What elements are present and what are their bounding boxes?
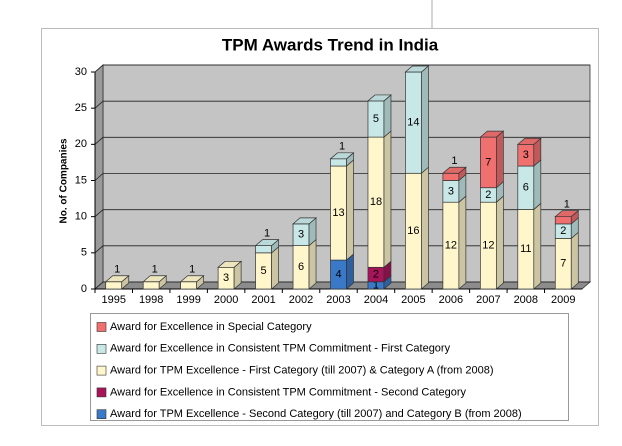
data-label: 1 — [114, 264, 120, 276]
bar-top — [179, 275, 205, 283]
bar-top — [554, 210, 580, 218]
bar-side — [271, 246, 279, 290]
data-label: 3 — [298, 229, 304, 241]
bar-side — [458, 195, 467, 290]
bar-side — [346, 159, 354, 261]
legend-label: Award for TPM Excellence - Second Catego… — [110, 408, 522, 420]
data-label: 1 — [264, 228, 270, 240]
data-label: 12 — [445, 240, 457, 252]
y-tick-label: 20 — [75, 138, 87, 150]
x-tick-label: 2000 — [214, 294, 238, 306]
data-label: 3 — [523, 149, 529, 161]
data-label: 6 — [298, 261, 304, 273]
data-label: 18 — [370, 196, 382, 208]
legend-swatch — [96, 343, 107, 354]
data-label: 3 — [448, 185, 454, 197]
bar-side — [308, 238, 317, 290]
bar-top — [441, 166, 467, 174]
data-label: 1 — [564, 199, 570, 211]
bar-segment — [255, 245, 272, 254]
bar-segment — [180, 281, 198, 290]
legend-swatch — [96, 387, 107, 398]
legend-box — [90, 313, 569, 421]
bar-side — [570, 231, 579, 290]
bar-top — [479, 130, 505, 138]
bar-side — [533, 159, 542, 211]
x-tick-label: 2001 — [251, 294, 275, 306]
data-label: 2 — [560, 225, 566, 237]
bar-segment — [442, 172, 460, 181]
x-tick-label: 2009 — [551, 294, 575, 306]
data-label: 2 — [373, 268, 379, 280]
y-tick-label: 0 — [81, 283, 87, 295]
legend-swatch — [96, 365, 107, 376]
data-label: 1 — [373, 279, 379, 291]
legend-label: Award for Excellence in Consistent TPM C… — [110, 386, 467, 398]
bar-top — [254, 239, 280, 246]
legend-label: Award for Excellence in Consistent TPM C… — [110, 343, 451, 355]
legend-swatch — [96, 322, 107, 332]
data-label: 16 — [407, 225, 419, 237]
bar-segment — [554, 216, 572, 225]
data-label: 1 — [451, 155, 457, 167]
bar-side — [383, 130, 392, 269]
legend-swatch — [96, 409, 107, 420]
bar-top — [404, 65, 430, 73]
bar-top — [516, 137, 542, 145]
bar-segment — [330, 158, 347, 167]
data-label: 2 — [485, 189, 491, 201]
data-label: 1 — [189, 264, 195, 276]
x-tick-label: 2008 — [514, 294, 538, 306]
bar-side — [495, 195, 504, 290]
y-axis-title: No. of Companies — [59, 138, 70, 223]
y-tick-label: 5 — [81, 247, 87, 259]
x-tick-label: 2003 — [326, 294, 350, 306]
data-label: 6 — [523, 182, 529, 194]
bar-side — [421, 166, 429, 290]
legend-label: Award for TPM Excellence - First Categor… — [110, 365, 494, 377]
bar-side — [495, 130, 504, 189]
bar-top — [329, 152, 355, 160]
x-tick-label: 2004 — [364, 294, 388, 306]
data-label: 5 — [373, 113, 379, 125]
bar-top — [142, 275, 168, 283]
y-tick-label: 25 — [75, 102, 87, 114]
bar-top — [104, 275, 130, 283]
data-label: 14 — [407, 117, 419, 129]
x-tick-label: 2007 — [476, 294, 500, 306]
x-tick-label: 1995 — [101, 294, 125, 306]
bar-segment — [142, 281, 160, 290]
data-label: 13 — [332, 207, 344, 219]
bar-top — [292, 217, 317, 225]
x-tick-label: 2002 — [289, 294, 313, 306]
bar-top — [217, 260, 243, 268]
grid-line — [94, 64, 590, 73]
bar-side — [421, 65, 429, 175]
bar-side — [383, 94, 392, 138]
data-label: 5 — [261, 265, 267, 277]
bar-segment — [105, 281, 123, 290]
legend-label: Award for Excellence in Special Category — [110, 321, 312, 333]
data-label: 1 — [339, 141, 345, 153]
y-tick-label: 10 — [75, 211, 87, 223]
y-tick-label: 15 — [75, 174, 87, 186]
data-label: 7 — [485, 156, 491, 168]
data-label: 11 — [520, 243, 531, 255]
data-label: 4 — [335, 268, 341, 280]
data-label: 7 — [560, 258, 566, 270]
bar-side — [533, 202, 542, 290]
bar-top — [367, 94, 392, 102]
chart-title: TPM Awards Trend in India — [222, 35, 439, 54]
data-label: 1 — [152, 264, 158, 276]
data-label: 12 — [482, 240, 494, 252]
x-tick-label: 2005 — [401, 294, 425, 306]
x-tick-label: 1998 — [139, 294, 163, 306]
y-tick-label: 30 — [75, 66, 87, 78]
x-tick-label: 1999 — [176, 294, 200, 306]
data-label: 3 — [223, 272, 229, 284]
x-tick-label: 2006 — [439, 294, 463, 306]
